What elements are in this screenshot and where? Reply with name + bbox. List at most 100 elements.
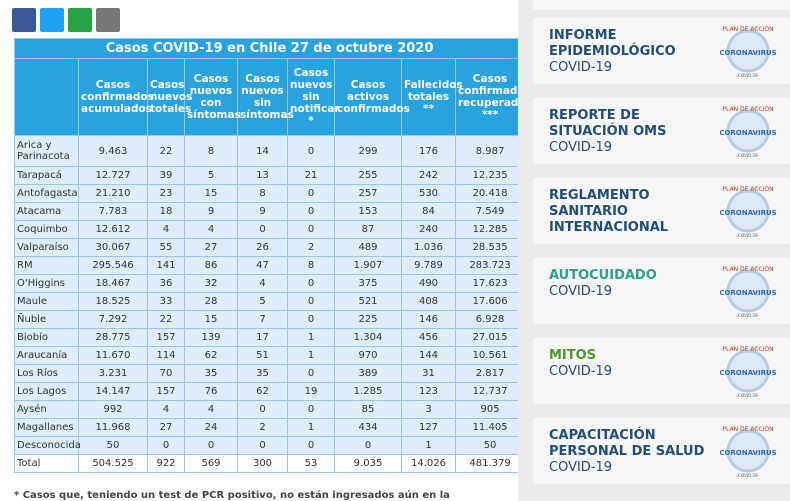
cell: 521 — [334, 292, 402, 311]
cell: 76 — [184, 382, 238, 401]
region-cell: Ñuble — [14, 310, 79, 329]
table-row: O'Higgins 18.467 36 32 4 0 375 490 17.623 — [14, 274, 526, 293]
cell: 283.723 — [454, 256, 526, 275]
cell: 2.817 — [454, 364, 526, 383]
card-title-text: MITOS — [549, 348, 597, 363]
cell: 30.067 — [78, 238, 148, 257]
logo: PLAN DE ACCIÓN CORONAVIRUS COVID-19 — [720, 346, 776, 398]
logo-circle — [726, 429, 770, 473]
sidebar-card[interactable]: MITOS COVID-19 PLAN DE ACCIÓN CORONAVIRUS CO… — [533, 338, 790, 404]
cell: 12.612 — [78, 220, 148, 239]
cell: 14.147 — [78, 382, 148, 401]
cell: 11.968 — [78, 418, 148, 437]
card-title-text: INFORME EPIDEMIOLÓGICO — [549, 28, 676, 59]
cell: 27.015 — [454, 328, 526, 347]
sidebar-card[interactable]: REGLAMENTO SANITARIO INTERNACIONAL PLAN D… — [533, 178, 790, 244]
total-row: Total 504.525 922 569 300 53 9.035 14.026 481.37… — [14, 454, 526, 473]
region-cell: Total — [14, 454, 79, 473]
region-cell: O'Higgins — [14, 274, 79, 293]
card-title-text: REPORTE DE SITUACIÓN OMS — [549, 108, 667, 139]
cell: 530 — [401, 184, 456, 203]
email-button[interactable] — [96, 8, 120, 32]
cell: 434 — [334, 418, 402, 437]
cell: 970 — [334, 346, 402, 365]
cell: 240 — [401, 220, 456, 239]
table-row: Ñuble 7.292 22 15 7 0 225 146 6.928 — [14, 310, 526, 329]
cell: 141 — [147, 256, 185, 275]
logo-top: PLAN DE ACCIÓN — [722, 266, 773, 273]
cell: 9 — [184, 202, 238, 221]
logo: PLAN DE ACCIÓN CORONAVIRUS COVID-19 — [720, 26, 776, 78]
cell: 0 — [287, 274, 335, 293]
logo: PLAN DE ACCIÓN CORONAVIRUS COVID-19 — [720, 426, 776, 478]
card-title-text: REGLAMENTO SANITARIO INTERNACIONAL — [549, 188, 669, 235]
cell: 7.783 — [78, 202, 148, 221]
column-header: Casos nuevos totales — [147, 58, 192, 136]
cell: 53 — [287, 454, 335, 473]
cell: 3.231 — [78, 364, 148, 383]
cell: 157 — [147, 328, 185, 347]
cell: 3 — [401, 400, 456, 419]
region-cell: Tarapacá — [14, 166, 79, 185]
logo-bottom: CORONAVIRUS — [720, 129, 776, 137]
cell: 7.549 — [454, 202, 526, 221]
sidebar-card[interactable]: AUTOCUIDADO COVID-19 PLAN DE ACCIÓN CORONAV… — [533, 258, 790, 324]
cell: 11.405 — [454, 418, 526, 437]
cell: 24 — [184, 418, 238, 437]
cell: 1 — [401, 436, 456, 455]
region-cell: Desconocida — [14, 436, 81, 455]
cell: 9.789 — [401, 256, 456, 275]
table-row: RM 295.546 141 86 47 8 1.907 9.789 283.723 — [14, 256, 526, 275]
cell: 127 — [401, 418, 456, 437]
cell: 0 — [147, 436, 185, 455]
cell: 32 — [184, 274, 238, 293]
region-cell: Maule — [14, 292, 79, 311]
cell: 12.727 — [78, 166, 148, 185]
column-header — [14, 58, 79, 136]
table-row: Arica y Parinacota 9.463 22 8 14 0 299 176 8.987 — [14, 135, 526, 167]
cell: 12.285 — [454, 220, 526, 239]
cell: 4 — [147, 400, 185, 419]
card[interactable] — [533, 0, 790, 10]
region-cell: RM — [14, 256, 79, 275]
cell: 8.987 — [454, 135, 526, 167]
region-cell: Los Ríos — [14, 364, 79, 383]
cell: 569 — [184, 454, 238, 473]
table-row: Los Lagos 14.147 157 76 62 19 1.285 123 12.737 — [14, 382, 526, 401]
sidebar-card[interactable]: INFORME EPIDEMIOLÓGICO COVID-19 PLAN DE AC… — [533, 18, 790, 84]
cell: 70 — [147, 364, 185, 383]
cell: 2 — [237, 418, 288, 437]
cell: 87 — [334, 220, 402, 239]
cell: 13 — [237, 166, 288, 185]
cell: 39 — [147, 166, 185, 185]
facebook-button[interactable] — [12, 8, 36, 32]
table-row: Desconocida 50 0 0 0 0 0 1 50 — [14, 436, 526, 455]
cell: 456 — [401, 328, 456, 347]
cell: 12.737 — [454, 382, 526, 401]
sidebar-card[interactable]: CAPACITACIÓN PERSONAL DE SALUD COVID-19 PL… — [533, 418, 790, 484]
cell: 0 — [287, 202, 335, 221]
column-header: Fallecidos totales ** — [401, 58, 463, 136]
cell: 5 — [184, 166, 238, 185]
cell: 28.775 — [78, 328, 148, 347]
cell: 17.606 — [454, 292, 526, 311]
cell: 7 — [237, 310, 288, 329]
cell: 20.418 — [454, 184, 526, 203]
cell: 1.907 — [334, 256, 402, 275]
cell: 1 — [287, 328, 335, 347]
cell: 27 — [184, 238, 238, 257]
cell: 62 — [184, 346, 238, 365]
whatsapp-button[interactable] — [68, 8, 92, 32]
column-header: Casos activos confirmados — [334, 58, 410, 136]
cell: 225 — [334, 310, 402, 329]
card-title: MITOS COVID-19 — [549, 348, 719, 380]
cell: 28 — [184, 292, 238, 311]
logo-small: COVID-19 — [738, 153, 758, 158]
cell: 255 — [334, 166, 402, 185]
cell: 55 — [147, 238, 185, 257]
logo-small: COVID-19 — [738, 313, 758, 318]
cell: 22 — [147, 310, 185, 329]
table-row: Los Ríos 3.231 70 35 35 0 389 31 2.817 — [14, 364, 526, 383]
twitter-button[interactable] — [40, 8, 64, 32]
sidebar-card[interactable]: REPORTE DE SITUACIÓN OMS COVID-19 PLAN DE … — [533, 98, 790, 164]
